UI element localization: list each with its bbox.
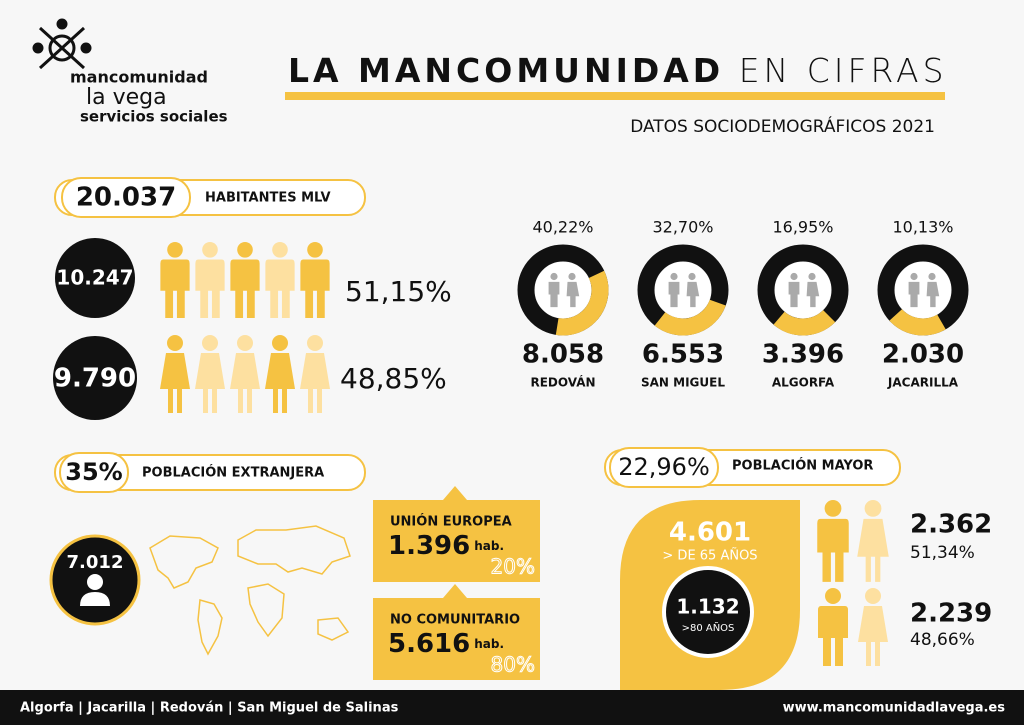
count: 3.396 bbox=[762, 340, 844, 370]
person-icon bbox=[80, 574, 110, 606]
percent: 51,34% bbox=[910, 543, 975, 563]
eu-box bbox=[373, 486, 540, 582]
over65-label: > DE 65 AÑOS bbox=[662, 548, 757, 564]
count: 5.616 bbox=[388, 629, 470, 659]
count: 6.553 bbox=[642, 340, 724, 370]
name: JACARILLA bbox=[887, 376, 959, 390]
world-map bbox=[149, 525, 351, 656]
count: 10.247 bbox=[56, 266, 133, 290]
percent: 40,22% bbox=[532, 218, 593, 237]
percent: 32,70% bbox=[652, 218, 713, 237]
women-icons bbox=[160, 335, 330, 413]
percent: 48,66% bbox=[910, 630, 975, 650]
percent: 48,85% bbox=[340, 362, 447, 395]
footer bbox=[0, 690, 1024, 725]
over80-label: >80 AÑOS bbox=[682, 621, 735, 634]
circle bbox=[55, 238, 135, 318]
website: www.mancomunidadlavega.es bbox=[783, 701, 1006, 716]
count: 1.396 bbox=[388, 531, 470, 561]
count: 2.362 bbox=[910, 510, 992, 540]
percent: 16,95% bbox=[772, 218, 833, 237]
nc-box bbox=[373, 584, 540, 680]
elder-icons bbox=[817, 500, 889, 666]
donut-hole bbox=[655, 262, 711, 318]
label: HABITANTES MLV bbox=[205, 191, 331, 206]
group-percent: 80% bbox=[491, 653, 535, 677]
total: 20.037 bbox=[76, 183, 176, 213]
percent: 10,13% bbox=[892, 218, 953, 237]
logo-text: servicios sociales bbox=[80, 108, 228, 126]
towns: Algorfa | Jacarilla | Redován | San Migu… bbox=[20, 701, 399, 716]
label: POBLACIÓN MAYOR bbox=[732, 458, 873, 474]
name: SAN MIGUEL bbox=[641, 376, 725, 390]
group-name: NO COMUNITARIO bbox=[390, 613, 520, 628]
group-name: UNIÓN EUROPEA bbox=[390, 514, 512, 530]
pill-inner bbox=[59, 452, 129, 493]
name: ALGORFA bbox=[772, 376, 835, 390]
count: 8.058 bbox=[522, 340, 604, 370]
title-bold: LA MANCOMUNIDAD bbox=[288, 51, 724, 90]
label: POBLACIÓN EXTRANJERA bbox=[142, 465, 324, 481]
count: 2.239 bbox=[910, 599, 992, 629]
donut-segment bbox=[877, 244, 969, 336]
pill-inner bbox=[61, 177, 191, 218]
men-icons bbox=[160, 242, 330, 319]
group-count: 1.396 hab. bbox=[388, 531, 504, 561]
pill-inner bbox=[609, 447, 719, 488]
title-bar bbox=[285, 92, 945, 100]
pill bbox=[54, 454, 366, 491]
circle bbox=[662, 566, 754, 658]
percent: 22,96% bbox=[618, 453, 710, 481]
donut-hole bbox=[535, 262, 591, 318]
logo-icon bbox=[32, 18, 92, 70]
donut-segment bbox=[757, 244, 849, 336]
count: 9.790 bbox=[54, 364, 136, 394]
subtitle: DATOS SOCIODEMOGRÁFICOS 2021 bbox=[630, 115, 935, 137]
group-percent: 20% bbox=[491, 555, 535, 579]
percent: 35% bbox=[65, 458, 122, 486]
donut-hole bbox=[775, 262, 831, 318]
circle bbox=[53, 336, 137, 420]
group-count: 5.616 hab. bbox=[388, 629, 504, 659]
over65: 4.601 bbox=[669, 518, 751, 548]
donut-hole bbox=[895, 262, 951, 318]
municipios: 40,22% 8.058 REDOVÁN 32,70% 6.553 SAN MIGUEL 1… bbox=[517, 218, 969, 390]
count: 2.030 bbox=[882, 340, 964, 370]
title-light: EN CIFRAS bbox=[739, 51, 948, 90]
percent: 51,15% bbox=[345, 275, 452, 308]
unit: hab. bbox=[474, 539, 504, 553]
title: LA MANCOMUNIDAD EN CIFRAS bbox=[288, 51, 948, 90]
logo-text: la vega bbox=[86, 85, 167, 110]
total: 7.012 bbox=[67, 552, 124, 573]
unit: hab. bbox=[474, 637, 504, 651]
logo-text: mancomunidad bbox=[70, 68, 208, 87]
donut-segment bbox=[637, 244, 729, 336]
donut-segment bbox=[517, 244, 609, 336]
over80: 1.132 bbox=[676, 595, 739, 619]
name: REDOVÁN bbox=[530, 375, 595, 390]
